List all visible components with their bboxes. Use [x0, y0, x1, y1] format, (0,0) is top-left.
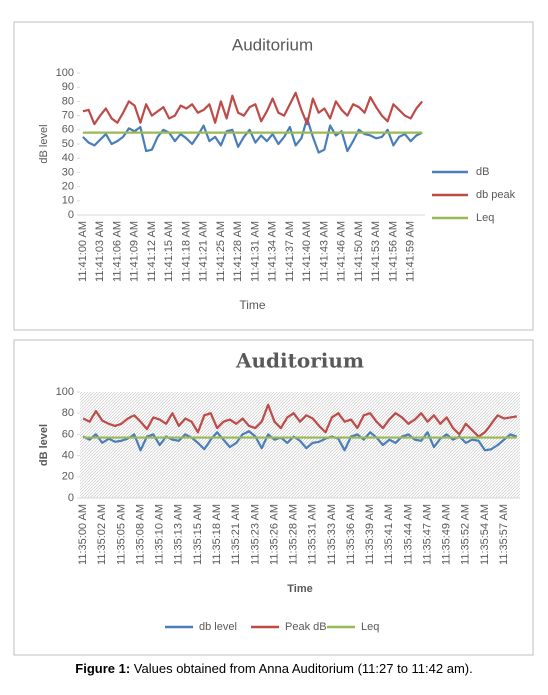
x-tick-label: 11:35:39 AM [364, 504, 376, 565]
x-axis-label: Time [239, 298, 266, 312]
x-tick-label: 11:35:52 AM [460, 504, 472, 565]
y-tick-label: 100 [56, 386, 74, 398]
x-tick-label: 11:35:36 AM [345, 504, 357, 565]
series-line [82, 91, 423, 126]
x-tick-label: 11:41:34 AM [267, 221, 279, 282]
caption-text: Values obtained from Anna Auditorium (11… [134, 661, 473, 676]
x-tick-label: 11:35:49 AM [441, 504, 453, 565]
x-tick-label: 11:35:08 AM [134, 504, 146, 565]
x-tick-label: 11:41:06 AM [111, 221, 123, 282]
y-tick-label: 100 [56, 67, 74, 79]
y-tick-label: 0 [68, 209, 74, 221]
x-axis-label: Time [287, 583, 312, 595]
y-tick-label: 20 [62, 471, 74, 483]
x-tick-label: 11:35:33 AM [326, 504, 338, 565]
y-axis-label: dB level [38, 424, 50, 466]
x-tick-label: 11:35:44 AM [402, 504, 414, 565]
y-tick-label: 10 [62, 195, 74, 207]
x-tick-label: 11:35:02 AM [96, 504, 108, 565]
series-line [82, 403, 517, 438]
y-tick-label: 60 [62, 428, 74, 440]
legend-label: Peak dB [285, 621, 327, 633]
x-tick-label: 11:41:12 AM [146, 221, 158, 282]
caption-label: Figure 1: [75, 661, 130, 676]
y-tick-label: 0 [68, 492, 74, 504]
x-tick-label: 11:41:43 AM [318, 221, 330, 282]
y-tick-label: 40 [62, 152, 74, 164]
caption: Figure 1: Values obtained from Anna Audi… [75, 661, 472, 676]
x-tick-label: 11:41:59 AM [405, 221, 417, 282]
chart-frame [13, 21, 534, 331]
x-tick-label: 11:41:53 AM [370, 221, 382, 282]
y-tick-label: 40 [62, 450, 74, 462]
x-tick-label: 11:35:31 AM [307, 504, 319, 565]
x-tick-label: 11:41:03 AM [94, 221, 106, 282]
x-tick-label: 11:41:18 AM [180, 221, 192, 282]
x-tick-label: 11:35:47 AM [421, 504, 433, 565]
x-tick-label: 11:35:00 AM [77, 504, 89, 565]
x-tick-label: 11:35:41 AM [383, 504, 395, 565]
x-tick-label: 11:35:18 AM [211, 504, 223, 565]
y-axis-label: dB level [38, 124, 50, 163]
x-tick-label: 11:35:10 AM [154, 504, 166, 565]
y-tick-label: 50 [62, 138, 74, 150]
x-tick-label: 11:35:57 AM [498, 504, 510, 565]
x-tick-label: 11:41:46 AM [336, 221, 348, 282]
x-tick-label: 11:35:54 AM [479, 504, 491, 565]
x-tick-label: 11:41:21 AM [198, 221, 210, 282]
legend-label: dB [476, 166, 489, 178]
x-tick-label: 11:41:56 AM [387, 221, 399, 282]
x-tick-label: 11:35:23 AM [249, 504, 261, 565]
chart-title: Auditorium [232, 35, 313, 54]
y-tick-label: 20 [62, 181, 74, 193]
y-tick-label: 90 [62, 81, 74, 93]
x-tick-label: 11:35:21 AM [230, 504, 242, 565]
legend-label: Leq [361, 621, 379, 633]
x-tick-label: 11:41:25 AM [215, 221, 227, 282]
x-tick-label: 11:41:00 AM [77, 221, 89, 282]
y-tick-label: 80 [62, 407, 74, 419]
y-tick-label: 70 [62, 110, 74, 122]
x-tick-label: 11:41:28 AM [232, 221, 244, 282]
x-tick-label: 11:35:13 AM [173, 504, 185, 565]
x-tick-label: 11:41:40 AM [301, 221, 313, 282]
x-tick-label: 11:41:09 AM [129, 221, 141, 282]
x-tick-label: 11:35:15 AM [192, 504, 204, 565]
plot-background [80, 392, 520, 498]
y-tick-label: 30 [62, 166, 74, 178]
y-tick-label: 80 [62, 95, 74, 107]
y-tick-label: 60 [62, 124, 74, 136]
chart-title: Auditorium [235, 349, 364, 373]
x-tick-label: 11:41:37 AM [284, 221, 296, 282]
x-tick-label: 11:41:15 AM [163, 221, 175, 282]
legend-label: Leq [476, 212, 494, 224]
x-tick-label: 11:41:31 AM [249, 221, 261, 282]
x-tick-label: 11:35:26 AM [268, 504, 280, 565]
legend-label: db peak [476, 189, 516, 201]
x-tick-label: 11:41:50 AM [353, 221, 365, 282]
x-tick-label: 11:35:28 AM [288, 504, 300, 565]
x-tick-label: 11:35:05 AM [115, 504, 127, 565]
series-line [82, 117, 423, 154]
legend-label: db level [199, 621, 237, 633]
